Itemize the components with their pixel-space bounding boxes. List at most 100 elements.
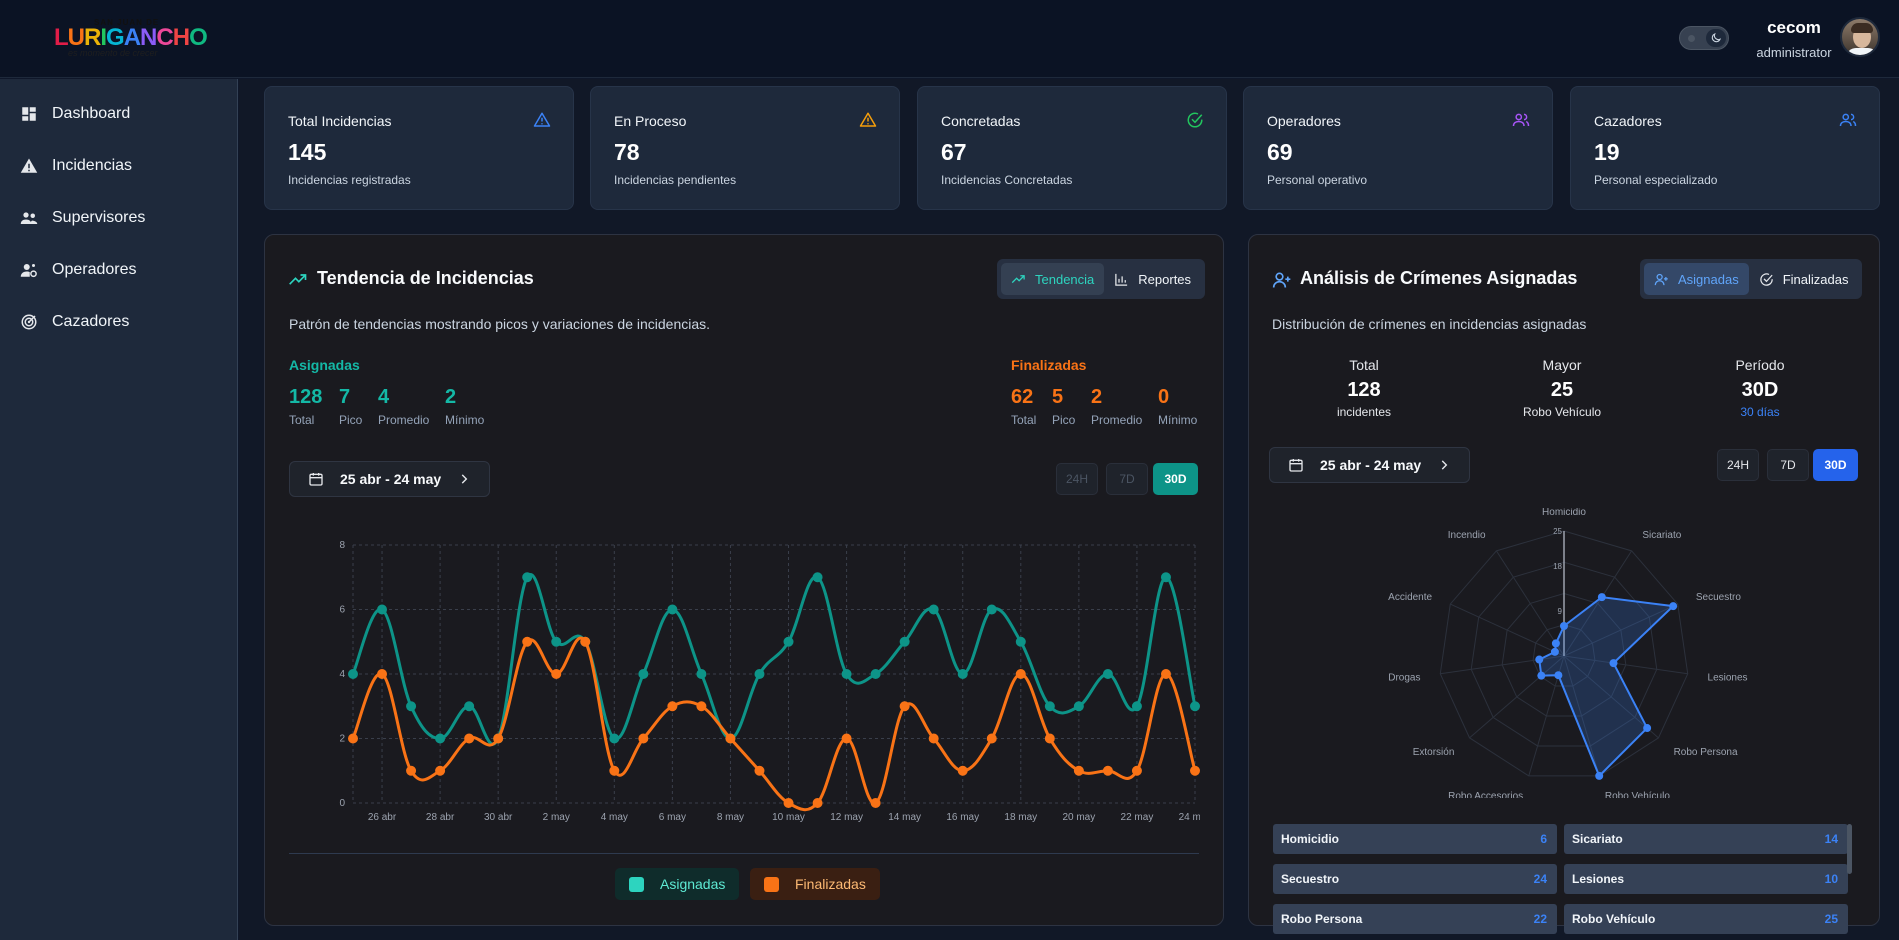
range-24h-button[interactable]: 24H <box>1717 449 1759 481</box>
data-point-asignadas <box>841 669 852 679</box>
data-point-asignadas <box>1015 636 1026 647</box>
stat-value: 69 <box>1267 139 1293 165</box>
crime-row-robo-vehiculo[interactable]: Robo Vehículo 25 <box>1564 904 1848 934</box>
analysis-date-range-button[interactable]: 25 abr - 24 may <box>1269 447 1471 483</box>
calendar-icon <box>309 473 323 486</box>
range-7d-button[interactable]: 7D <box>1767 449 1809 481</box>
data-point-finalizadas <box>899 701 910 712</box>
user-role: administrator <box>1756 45 1832 60</box>
data-point-asignadas <box>609 733 620 744</box>
avatar[interactable] <box>1840 17 1880 57</box>
metric-assigned-min: 2 Mínimo <box>445 386 485 427</box>
crime-list-scrollbar[interactable] <box>1847 824 1852 874</box>
x-tick-label: 18 may <box>1004 812 1037 823</box>
data-point-asignadas <box>986 604 997 615</box>
sidebar-item-dashboard[interactable]: Dashboard <box>20 99 130 129</box>
legend-label: Asignadas <box>660 876 726 892</box>
crime-row-secuestro[interactable]: Secuestro 24 <box>1273 864 1557 894</box>
x-tick-label: 14 may <box>888 812 921 823</box>
tab-label: Reportes <box>1138 271 1192 287</box>
y-tick-label: 2 <box>339 734 345 745</box>
range-7d-button[interactable]: 7D <box>1106 463 1148 495</box>
crime-row-homicidio[interactable]: Homicidio 6 <box>1273 824 1557 854</box>
metric-assigned-total: 128 Total <box>289 386 323 427</box>
data-point-finalizadas <box>522 636 533 647</box>
radar-point <box>1551 639 1560 648</box>
trend-date-range-button[interactable]: 25 abr - 24 may <box>289 461 491 497</box>
x-tick-label: 22 may <box>1121 812 1154 823</box>
sidebar-item-supervisores[interactable]: Supervisores <box>20 203 145 233</box>
metric-finished-peak: 5 Pico <box>1052 386 1076 427</box>
stat-value: 19 <box>1594 139 1620 165</box>
data-point-asignadas <box>899 636 910 647</box>
data-point-finalizadas <box>638 733 649 744</box>
data-point-finalizadas <box>1160 669 1171 679</box>
range-24h-button[interactable]: 24H <box>1056 463 1098 495</box>
radar-axis-label: Drogas <box>1388 673 1420 684</box>
radar-axis-label: Extorsión <box>1413 747 1455 758</box>
sidebar: Dashboard Incidencias Supervisores Opera… <box>0 79 238 940</box>
sidebar-item-incidencias[interactable]: Incidencias <box>20 151 132 181</box>
trend-view-toggle: Tendencia Reportes <box>997 259 1206 299</box>
data-point-asignadas <box>435 733 446 744</box>
user-name: cecom <box>1767 18 1821 37</box>
metric-assigned-avg: 4 Promedio <box>378 386 430 427</box>
metric-finished-avg: 2 Promedio <box>1091 386 1143 427</box>
tab-asignadas[interactable]: Asignadas <box>1644 263 1749 295</box>
top-header: SAN JUAN DE LURIGANCHO es momento de cre… <box>0 0 1899 78</box>
legend-finalizadas[interactable]: Finalizadas <box>750 868 880 900</box>
y-tick-label: 6 <box>339 605 345 616</box>
stat-card-cazadores: Cazadores 19 Personal especializado <box>1570 86 1880 210</box>
x-tick-label: 10 may <box>772 812 805 823</box>
trending-up-icon <box>1011 274 1025 283</box>
x-tick-label: 30 abr <box>484 812 513 823</box>
data-point-finalizadas <box>667 701 678 712</box>
data-point-finalizadas <box>754 765 765 776</box>
radar-point <box>1560 622 1568 630</box>
x-tick-label: 16 may <box>946 812 979 823</box>
x-tick-label: 6 may <box>659 812 686 823</box>
data-point-asignadas <box>406 701 417 712</box>
sidebar-item-operadores[interactable]: Operadores <box>20 255 137 285</box>
crime-row-robo-persona[interactable]: Robo Persona 22 <box>1273 904 1557 934</box>
legend-asignadas[interactable]: Asignadas <box>615 868 740 900</box>
data-point-asignadas <box>667 604 678 615</box>
data-point-finalizadas <box>986 733 997 744</box>
data-point-asignadas <box>870 669 881 679</box>
crime-row-lesiones[interactable]: Lesiones 10 <box>1564 864 1848 894</box>
data-point-asignadas <box>1190 701 1200 712</box>
trend-title: Tendencia de Incidencias <box>317 268 534 288</box>
crime-row-sicariato[interactable]: Sicariato 14 <box>1564 824 1848 854</box>
assigned-metrics-title: Asignadas <box>289 357 360 373</box>
range-30d-button[interactable]: 30D <box>1153 463 1198 495</box>
radar-spoke <box>1563 550 1633 657</box>
date-range-label: 25 abr - 24 may <box>340 471 442 487</box>
tab-tendencia[interactable]: Tendencia <box>1001 263 1105 295</box>
data-point-finalizadas <box>1015 669 1026 679</box>
radar-ring <box>1532 624 1596 687</box>
range-30d-button[interactable]: 30D <box>1813 449 1858 481</box>
radar-axis-label: Secuestro <box>1696 592 1741 603</box>
brand-logo[interactable]: SAN JUAN DE LURIGANCHO es momento de cre… <box>54 18 208 60</box>
tab-label: Tendencia <box>1035 271 1095 287</box>
data-point-asignadas <box>522 572 533 583</box>
metric-finished-min: 0 Mínimo <box>1158 386 1198 427</box>
stat-subtitle: Personal operativo <box>1267 173 1368 187</box>
theme-toggle[interactable] <box>1679 26 1729 50</box>
data-point-asignadas <box>1102 669 1113 679</box>
radar-tick-label: 18 <box>1553 562 1562 571</box>
data-point-asignadas <box>754 669 765 679</box>
radar-tick-label: 25 <box>1553 527 1562 536</box>
radar-ring <box>1470 561 1658 747</box>
sidebar-item-cazadores[interactable]: Cazadores <box>20 307 129 337</box>
stat-value: 145 <box>288 139 327 165</box>
metric-assigned-peak: 7 Pico <box>339 386 363 427</box>
radar-point <box>1595 771 1604 780</box>
legend-label: Finalizadas <box>795 876 866 892</box>
radar-point <box>1554 671 1563 680</box>
data-point-asignadas <box>812 572 823 583</box>
radar-spoke <box>1563 655 1659 739</box>
data-point-finalizadas <box>1102 765 1113 776</box>
tab-finalizadas[interactable]: Finalizadas <box>1749 263 1859 295</box>
tab-reportes[interactable]: Reportes <box>1104 263 1201 295</box>
